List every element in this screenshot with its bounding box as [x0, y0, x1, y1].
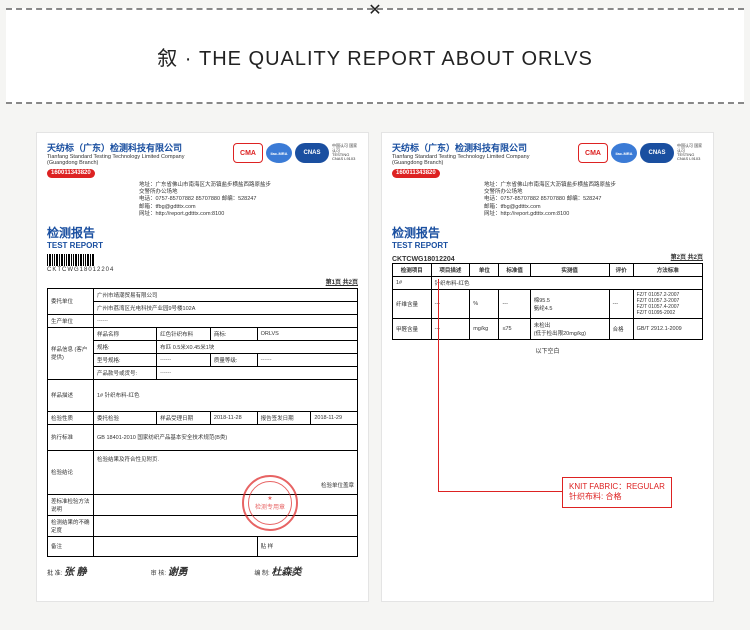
report-title: 检测报告 TEST REPORT [47, 224, 358, 250]
pages-container: 天纺标（广东）检测科技有限公司 Tianfang Standard Testin… [0, 104, 750, 602]
accreditation-badges: CMA ilac-MRA CNAS 中国认可 国家认可TESTING CNAS … [578, 143, 703, 163]
org-name-cn: 天纺标（广东）检测科技有限公司 [47, 143, 184, 154]
org-address: 地址：广东省佛山市南海区大沥镇盐步横盐西路原盐步交警所办公场地 电话：0757-… [484, 182, 703, 218]
signatures-row: 批 准: 张 静 审 核: 谢勇 编 制: 杜森类 [47, 563, 358, 578]
scissors-icon: ✕ [368, 0, 381, 20]
accreditation-badges: CMA ilac-MRA CNAS 中国认可 国家认可TESTING CNAS … [233, 143, 358, 163]
seal-stamp: ★检测专用章 [242, 475, 298, 531]
header-title: 叙 · THE QUALITY REPORT ABOUT ORLVS [157, 42, 593, 71]
org-branch: (Guangdong Branch) [47, 160, 184, 167]
org-reg-no: 160011343820 [47, 169, 95, 178]
page-header: ✕ 叙 · THE QUALITY REPORT ABOUT ORLVS [6, 8, 744, 104]
callout-box: KNIT FABRIC：REGULAR 针织布料: 合格 [562, 477, 672, 508]
cnas-badge: CNAS [640, 143, 674, 163]
badge-side-text: 中国认可 国家认可TESTING CNAS L9103 [677, 144, 703, 162]
callout-line-h [438, 491, 562, 492]
cma-badge: CMA [233, 143, 263, 163]
report-number: CKTCWG18012204 [392, 256, 455, 263]
cnas-badge: CNAS [295, 143, 329, 163]
callout-line [438, 279, 439, 491]
barcode-number: CKTCWG18012204 [47, 267, 114, 273]
badge-side-text: 中国认可 国家认可TESTING CNAS L9103 [332, 144, 358, 162]
report-title: 检测报告 TEST REPORT [392, 224, 703, 250]
page-number: 第1页 共2页 [47, 277, 358, 286]
cma-badge: CMA [578, 143, 608, 163]
ilac-badge: ilac-MRA [611, 143, 637, 163]
org-block: 天纺标（广东）检测科技有限公司 Tianfang Standard Testin… [47, 143, 184, 178]
report-table-1: 委托单位广州市靖潮贸易有限公司 广州市荔湾区光电科技产业园9号楼102A 生产单… [47, 288, 358, 557]
report-page-2: 天纺标（广东）检测科技有限公司 Tianfang Standard Testin… [381, 132, 714, 602]
org-name-en: Tianfang Standard Testing Technology Lim… [47, 154, 184, 161]
ilac-badge: ilac-MRA [266, 143, 292, 163]
page-number: 第2页 共2页 [671, 252, 703, 261]
org-block: 天纺标（广东）检测科技有限公司 Tianfang Standard Testin… [392, 143, 529, 178]
org-address: 地址：广东省佛山市南海区大沥镇盐步横盐西路原盐步交警所办公场地 电话：0757-… [139, 182, 358, 218]
report-page-1: 天纺标（广东）检测科技有限公司 Tianfang Standard Testin… [36, 132, 369, 602]
barcode: CKTCWG18012204 [47, 254, 358, 273]
